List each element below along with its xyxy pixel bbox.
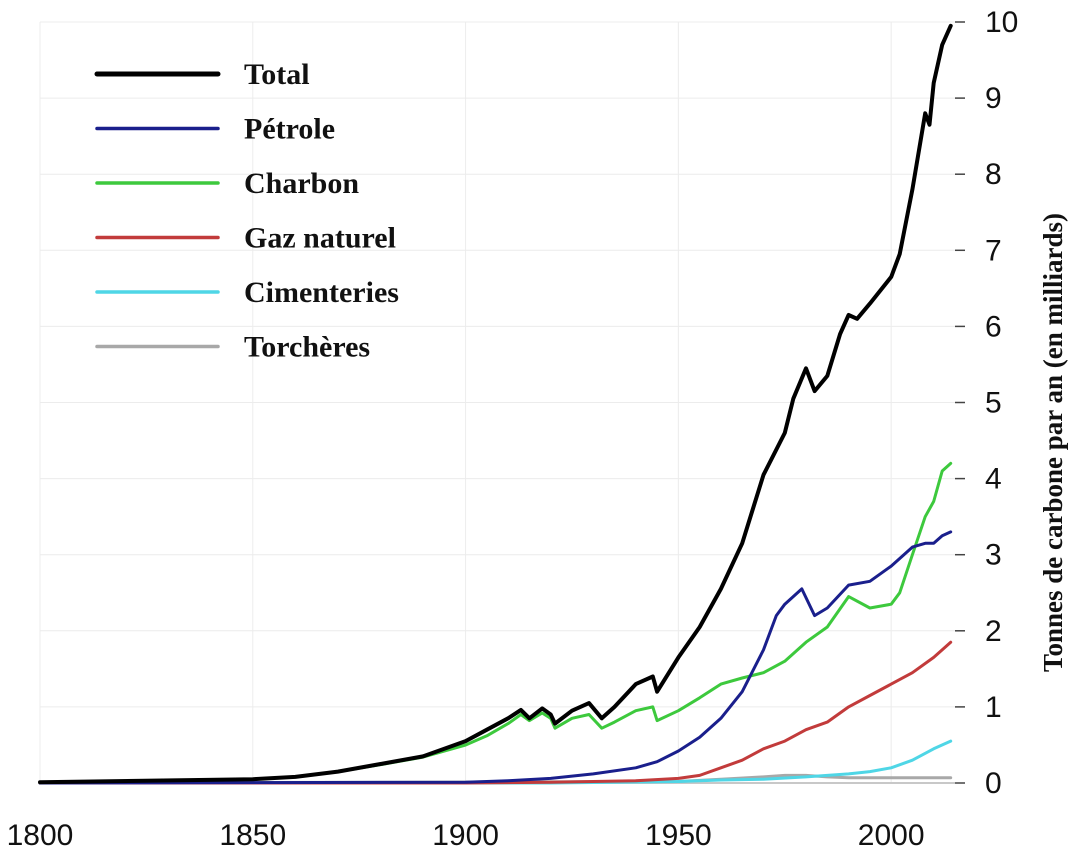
y-tick-label: 9 (985, 82, 1002, 115)
legend-label: Gaz naturel (244, 222, 396, 255)
series-line-cimenteries (38, 739, 953, 785)
legend-label: Pétrole (244, 113, 335, 146)
series-line-gaz-naturel (38, 640, 953, 785)
grid (39, 21, 955, 784)
x-axis-ticks: 1800 1850 1900 1950 2000 (7, 819, 925, 852)
y-tick-label: 4 (985, 463, 1002, 496)
y-axis-label: Tonnes de carbone par an (en milliards) (1038, 213, 1068, 672)
y-tick-label: 1 (985, 691, 1002, 724)
legend-label: Charbon (244, 167, 359, 200)
x-tick-label: 1950 (645, 819, 712, 852)
series-lines (38, 23, 953, 785)
x-tick-label: 1900 (432, 819, 499, 852)
series-line-petrole (38, 530, 953, 785)
y-tick-label: 8 (985, 158, 1002, 191)
x-tick-label: 1850 (219, 819, 286, 852)
legend-label: Cimenteries (244, 276, 399, 309)
x-tick-label: 2000 (858, 819, 925, 852)
y-axis-ticks: 0 1 2 3 4 5 6 7 8 9 10 (955, 6, 1018, 800)
y-tick-label: 7 (985, 234, 1002, 267)
y-tick-label: 3 (985, 539, 1002, 572)
y-tick-label: 2 (985, 615, 1002, 648)
legend: Total Pétrole Charbon Gaz naturel Cimenterie… (94, 58, 399, 364)
legend-label: Total (244, 58, 310, 91)
legend-label: Torchères (244, 331, 370, 364)
y-tick-label: 6 (985, 310, 1002, 343)
series-line-total (38, 23, 953, 785)
y-tick-label: 5 (985, 387, 1002, 420)
y-tick-label: 10 (985, 6, 1018, 39)
series-line-charbon (38, 461, 953, 784)
x-tick-label: 1800 (7, 819, 74, 852)
y-tick-label: 0 (985, 767, 1002, 800)
